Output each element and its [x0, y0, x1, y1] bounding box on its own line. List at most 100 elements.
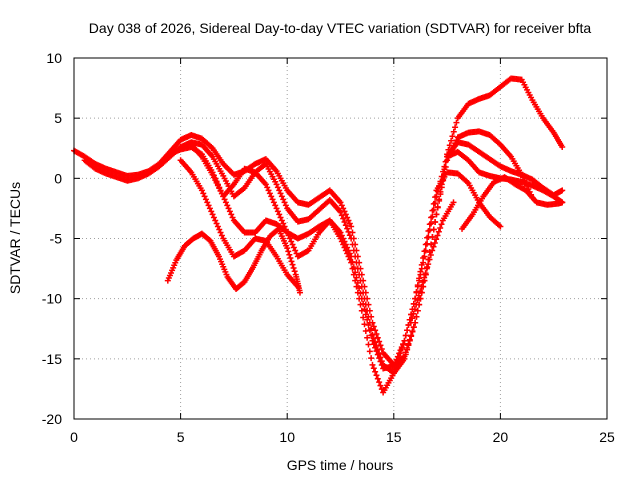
data-point: [208, 208, 215, 215]
data-point: [274, 208, 281, 215]
data-point: [376, 338, 383, 345]
data-point: [369, 337, 376, 344]
series-track-3: [166, 139, 566, 372]
data-point: [266, 190, 273, 197]
data-point: [413, 301, 420, 308]
data-point: [394, 358, 401, 365]
data-point: [425, 261, 432, 268]
x-axis-title: GPS time / hours: [287, 457, 394, 473]
data-point: [396, 354, 403, 361]
x-tick-label: 0: [70, 429, 78, 445]
data-point: [340, 241, 347, 248]
data-point: [559, 187, 566, 194]
data-point: [201, 193, 208, 200]
data-point: [428, 214, 435, 221]
data-point: [378, 362, 385, 368]
data-point: [282, 202, 289, 209]
data-point: [448, 137, 455, 144]
data-point: [410, 310, 417, 317]
data-point: [281, 223, 288, 230]
data-point: [401, 337, 408, 344]
data-point: [290, 244, 297, 251]
data-point: [422, 241, 429, 248]
x-tick-label: 10: [279, 429, 295, 445]
data-point: [281, 199, 288, 206]
data-point: [346, 220, 353, 227]
series-track-7: [407, 199, 457, 326]
data-point: [338, 202, 345, 209]
data-point: [436, 197, 443, 204]
data-point: [216, 226, 223, 233]
data-point: [366, 327, 373, 334]
data-point: [291, 268, 298, 275]
data-point: [404, 327, 411, 334]
data-point: [350, 247, 357, 254]
data-point: [212, 217, 219, 224]
data-point: [425, 227, 432, 234]
data-point: [268, 193, 275, 200]
data-points: [71, 75, 566, 396]
data-point: [338, 238, 345, 245]
data-point: [365, 341, 372, 348]
data-point: [421, 248, 428, 255]
data-point: [407, 319, 414, 326]
series-track-6: [164, 225, 303, 296]
data-point: [204, 199, 211, 206]
data-point: [341, 244, 348, 251]
data-point: [354, 265, 361, 272]
data-point: [432, 218, 439, 225]
data-point: [406, 337, 413, 344]
chart-title: Day 038 of 2026, Sidereal Day-to-day VTE…: [89, 20, 592, 36]
data-point: [365, 321, 372, 328]
data-point: [285, 232, 292, 239]
data-point: [344, 225, 351, 232]
data-point: [345, 253, 352, 260]
data-point: [277, 214, 284, 221]
data-point: [404, 346, 411, 353]
data-point: [296, 289, 303, 296]
data-point: [340, 205, 347, 212]
x-tick-label: 5: [177, 429, 185, 445]
data-point: [345, 228, 352, 235]
data-point: [416, 275, 423, 282]
data-point: [274, 184, 281, 191]
data-point: [390, 370, 397, 377]
data-point: [431, 240, 438, 247]
data-point: [361, 321, 368, 328]
data-point: [423, 265, 430, 272]
data-point: [362, 311, 369, 318]
data-point: [373, 331, 380, 338]
data-point: [400, 341, 407, 348]
data-point: [288, 238, 295, 245]
data-point: [198, 187, 205, 194]
data-point: [209, 211, 216, 218]
data-point: [411, 306, 418, 313]
data-point: [433, 211, 440, 218]
data-point: [210, 214, 217, 221]
data-point: [453, 119, 460, 126]
data-point: [497, 223, 504, 230]
data-point: [337, 199, 344, 206]
data-point: [358, 307, 365, 314]
data-point: [413, 313, 420, 320]
data-point: [419, 279, 426, 286]
data-point: [373, 372, 380, 379]
data-point: [217, 229, 224, 236]
data-point: [397, 349, 404, 356]
y-axis-title: SDTVAR / TECUs: [7, 182, 23, 294]
data-point: [292, 247, 299, 254]
series-track-9: [459, 174, 566, 232]
data-point: [426, 227, 433, 234]
data-point: [434, 232, 441, 239]
data-point: [377, 342, 384, 349]
data-point: [342, 222, 349, 229]
data-point: [342, 211, 349, 218]
data-point: [370, 341, 377, 348]
data-point: [434, 204, 441, 211]
data-point: [422, 270, 429, 277]
data-point: [424, 240, 431, 247]
data-point: [413, 288, 420, 295]
data-point: [272, 202, 279, 209]
data-point: [432, 194, 439, 201]
